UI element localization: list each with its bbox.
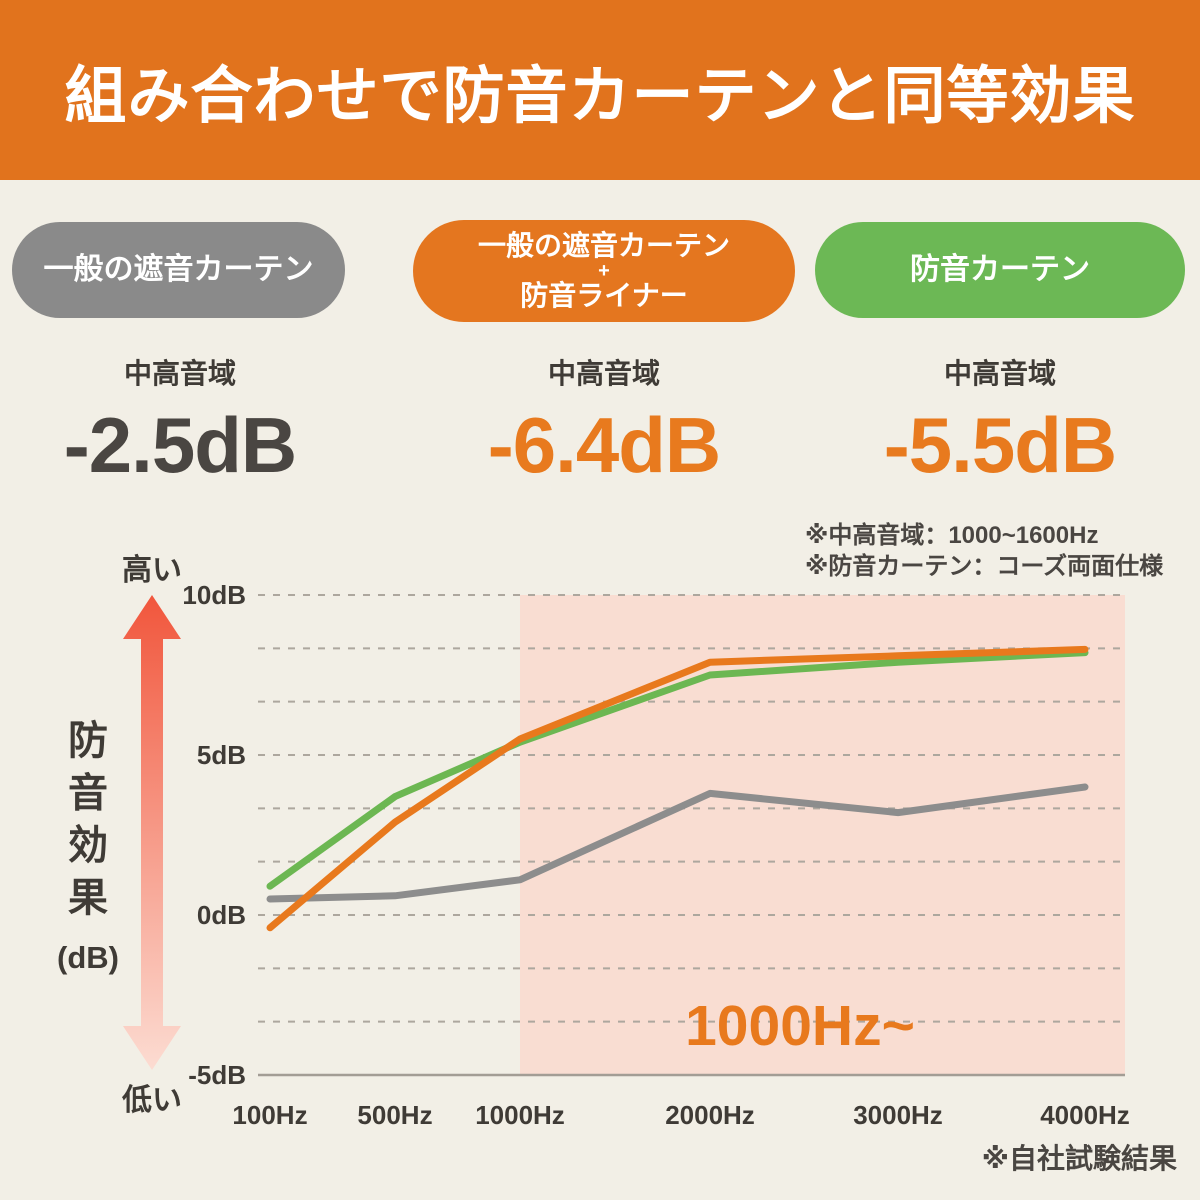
y-tick-10db: 10dB <box>182 580 246 610</box>
series-line-2 <box>266 649 1089 890</box>
x-tick-3000hz: 3000Hz <box>853 1100 943 1130</box>
page-title: 組み合わせで防音カーテンと同等効果 <box>64 62 1136 131</box>
metric-soundproof-curtain: 中高音域 -5.5dB <box>810 352 1190 491</box>
x-tick-1000hz: 1000Hz <box>475 1100 565 1130</box>
chart-footnotes-top: ※中高音域：1000~1600Hz ※防音カーテン：コーズ両面仕様 <box>805 520 1163 582</box>
attenuation-value: -6.4dB <box>487 401 721 489</box>
attenuation-value: -2.5dB <box>63 401 297 489</box>
range-label: 中高音域 <box>547 358 660 389</box>
pill-label: 防音カーテン <box>910 252 1090 286</box>
pill-label-line1: 一般の遮音カーテン <box>477 229 730 261</box>
test-result-footnote: ※自社試験結果 <box>982 1142 1177 1174</box>
y-axis-label-char: 音 <box>68 771 108 815</box>
x-tick-100hz: 100Hz <box>232 1100 307 1130</box>
x-tick-4000hz: 4000Hz <box>1040 1100 1130 1130</box>
plus-sign: + <box>598 260 610 282</box>
y-axis-label-char: 果 <box>68 876 108 920</box>
range-label: 中高音域 <box>943 358 1056 389</box>
note-curtain-spec: ※防音カーテン：コーズ両面仕様 <box>805 553 1164 580</box>
pill-curtain-plus-liner: 一般の遮音カーテン + 防音ライナー <box>413 220 795 322</box>
axis-high-label: 高い <box>122 554 182 587</box>
pill-soundproof-curtain: 防音カーテン <box>815 222 1185 318</box>
y-axis-label-char: 防 <box>68 719 108 763</box>
effect-axis-arrow-icon <box>123 595 181 1070</box>
range-label: 中高音域 <box>123 358 236 389</box>
axis-low-label: 低い <box>121 1084 182 1117</box>
pill-label: 一般の遮音カーテン <box>43 252 314 286</box>
x-tick-500hz: 500Hz <box>357 1100 432 1130</box>
y-axis-label-char: 効 <box>68 824 108 868</box>
y-tick-0db: 0dB <box>197 900 246 930</box>
note-midhigh-range: ※中高音域：1000~1600Hz <box>805 522 1099 549</box>
series-line-1 <box>266 645 1089 932</box>
pill-label-line2: 防音ライナー <box>520 280 688 311</box>
plot-area <box>258 594 1125 1077</box>
metric-generic-curtain: 中高音域 -2.5dB <box>0 352 370 491</box>
pill-generic-curtain: 一般の遮音カーテン <box>12 222 345 318</box>
attenuation-value: -5.5dB <box>883 401 1117 489</box>
y-tick-minus5db: -5dB <box>188 1060 246 1090</box>
metric-curtain-plus-liner: 中高音域 -6.4dB <box>414 352 794 491</box>
x-tick-2000hz: 2000Hz <box>665 1100 755 1130</box>
highlight-region-label: 1000Hz~ <box>685 994 915 1058</box>
y-axis-unit: (dB) <box>57 940 119 975</box>
series-line-0 <box>266 783 1089 903</box>
y-tick-5db: 5dB <box>197 740 246 770</box>
title-banner: 組み合わせで防音カーテンと同等効果 <box>0 0 1200 180</box>
